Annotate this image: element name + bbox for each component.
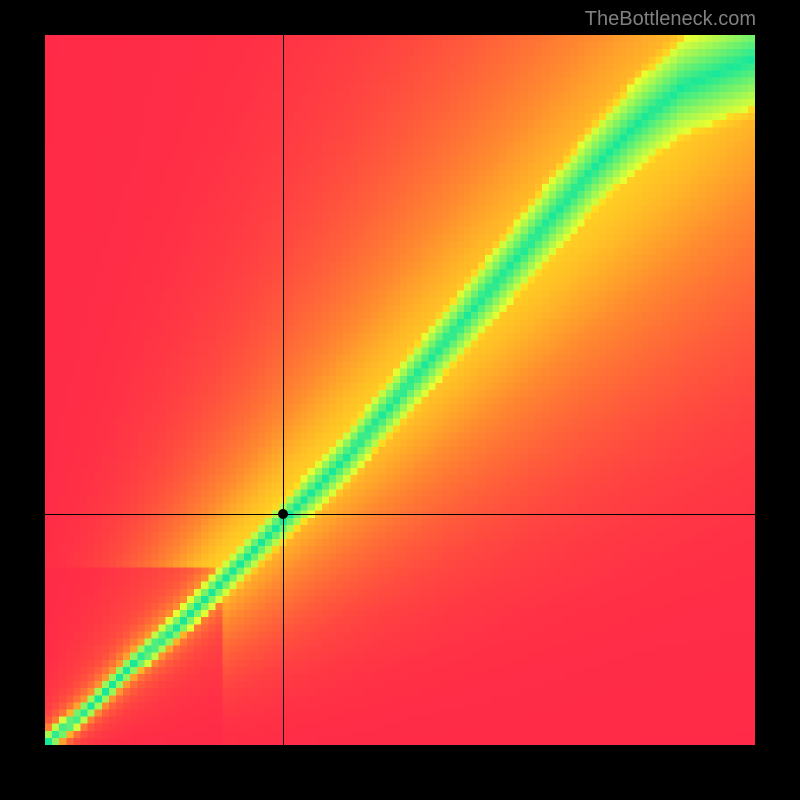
crosshair-horizontal bbox=[45, 514, 755, 515]
watermark-text: TheBottleneck.com bbox=[585, 8, 756, 31]
crosshair-vertical bbox=[283, 35, 284, 745]
plot-area bbox=[45, 35, 755, 745]
marker-dot bbox=[278, 509, 288, 519]
heatmap-canvas bbox=[45, 35, 755, 745]
